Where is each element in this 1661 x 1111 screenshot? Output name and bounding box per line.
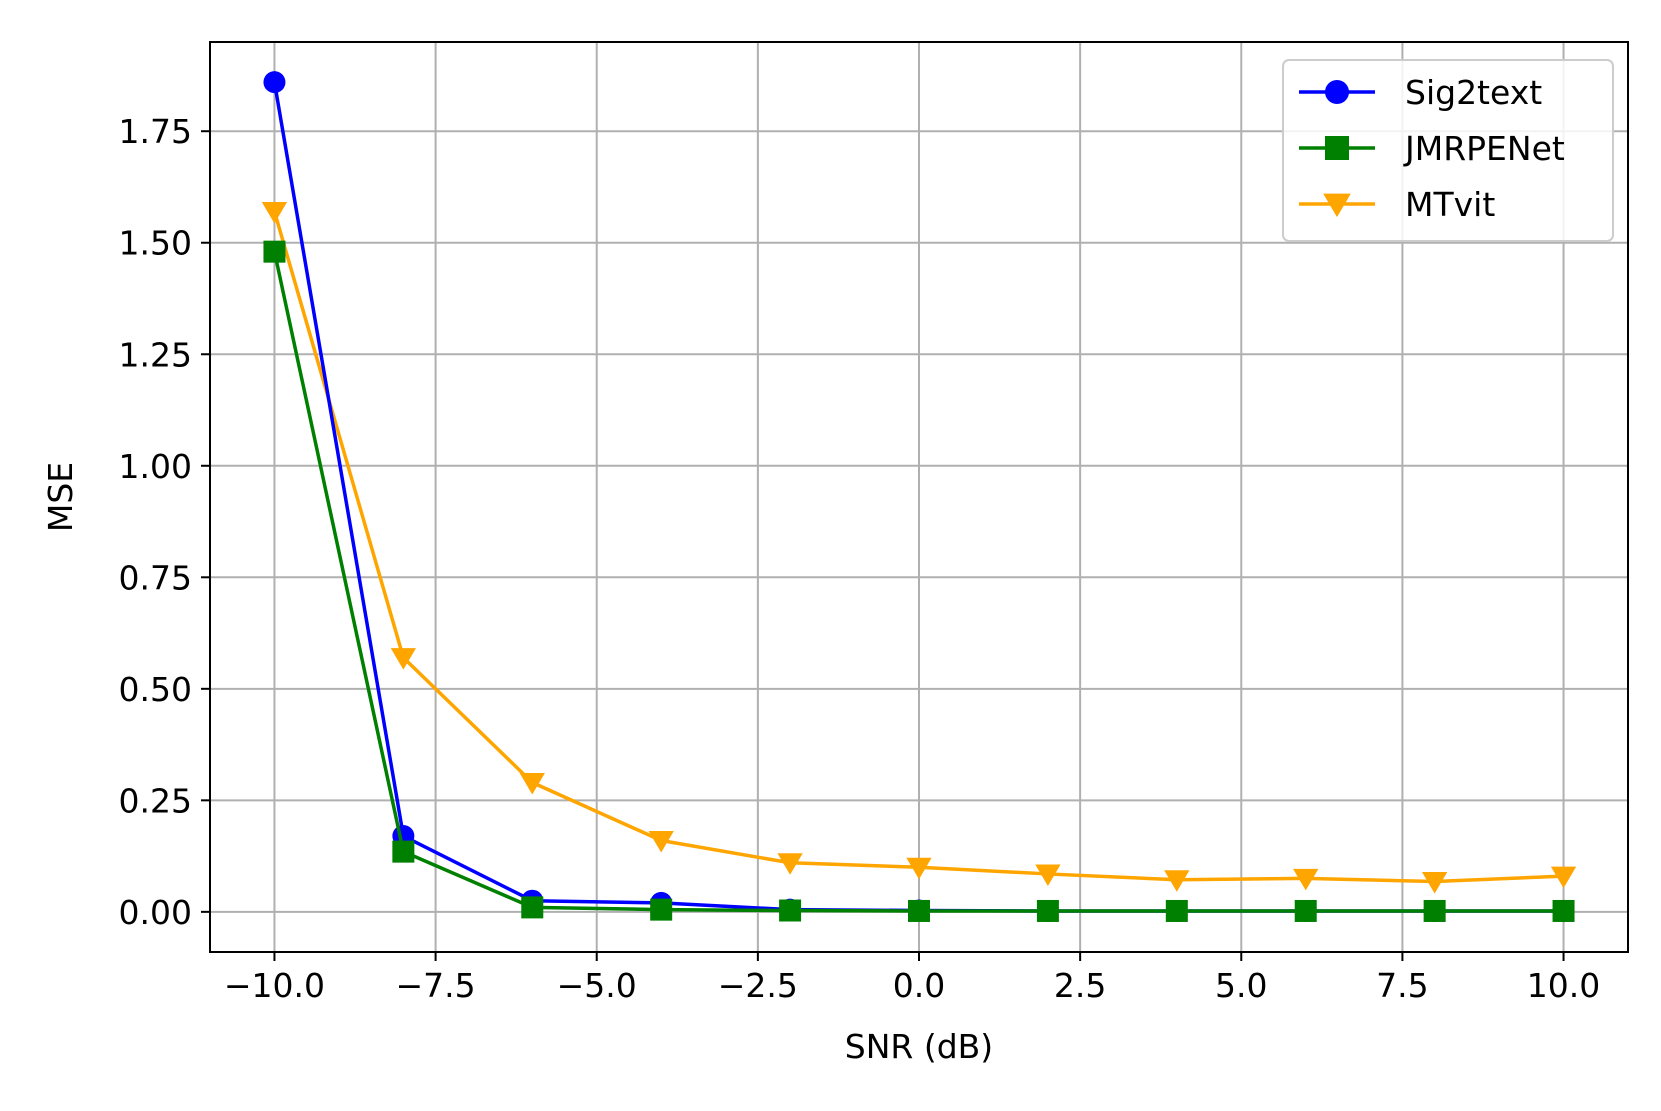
axis-ticks: −10.0 −7.5 −5.0 −2.5 0.0 2.5 5.0 7.5 10.0 0.00 0.2… [119,112,1601,1005]
data-point [1036,899,1059,922]
data-point [263,71,286,94]
series-mtvit [261,202,1577,894]
data-point [1294,899,1317,922]
x-tick-label: 5.0 [1215,966,1267,1005]
legend-item-jmrpenet: JMRPENet [1299,129,1565,168]
x-tick-label: 0.0 [893,966,945,1005]
y-tick-label: 0.50 [119,670,192,709]
x-axis-label: SNR (dB) [845,1027,993,1066]
x-tick-label: −10.0 [224,966,325,1005]
data-point [1552,899,1575,922]
legend-item-sig2text: Sig2text [1299,73,1542,112]
x-tick-label: −7.5 [396,966,476,1005]
x-tick-label: 7.5 [1376,966,1428,1005]
y-tick-label: 0.00 [119,893,192,932]
data-point [648,830,674,853]
legend-item-mtvit: MTvit [1299,185,1495,224]
data-point [1293,868,1319,891]
legend-box [1282,59,1614,242]
data-point [392,840,415,863]
y-tick-label: 0.75 [119,558,192,597]
legend-marker [1325,80,1349,104]
legend-label: MTvit [1405,185,1495,224]
x-tick-label: 10.0 [1527,966,1600,1005]
data-point [1550,866,1577,889]
data-point [650,898,673,921]
data-point [390,648,417,670]
x-tick-label: 2.5 [1054,966,1106,1005]
y-tick-label: 1.25 [119,335,192,374]
data-point [1035,864,1061,886]
y-axis-label: MSE [41,462,80,532]
data-point [1165,899,1188,922]
x-tick-label: −2.5 [718,966,798,1005]
data-point [777,853,803,875]
data-point [519,773,545,795]
legend: Sig2text JMRPENet MTvit [1282,59,1614,242]
data-point [1421,872,1448,894]
grid-lines [210,42,1628,952]
data-point [908,899,930,922]
legend-label: Sig2text [1405,73,1542,112]
series-jmrpenet [263,240,1575,922]
legend-label: JMRPENet [1403,129,1565,168]
y-tick-label: 0.25 [119,781,192,820]
data-point [263,240,286,263]
y-tick-label: 1.50 [119,224,192,263]
data-point [1164,870,1190,892]
data-point [521,896,544,919]
y-tick-label: 1.75 [119,112,192,151]
data-point [261,202,288,224]
x-tick-label: −5.0 [557,966,637,1005]
legend-marker [1325,136,1349,160]
data-point [906,857,932,880]
series-layer [261,71,1577,922]
y-tick-label: 1.00 [119,447,192,486]
legend-marker [1323,193,1351,218]
data-point [779,899,802,922]
data-point [1423,899,1446,922]
